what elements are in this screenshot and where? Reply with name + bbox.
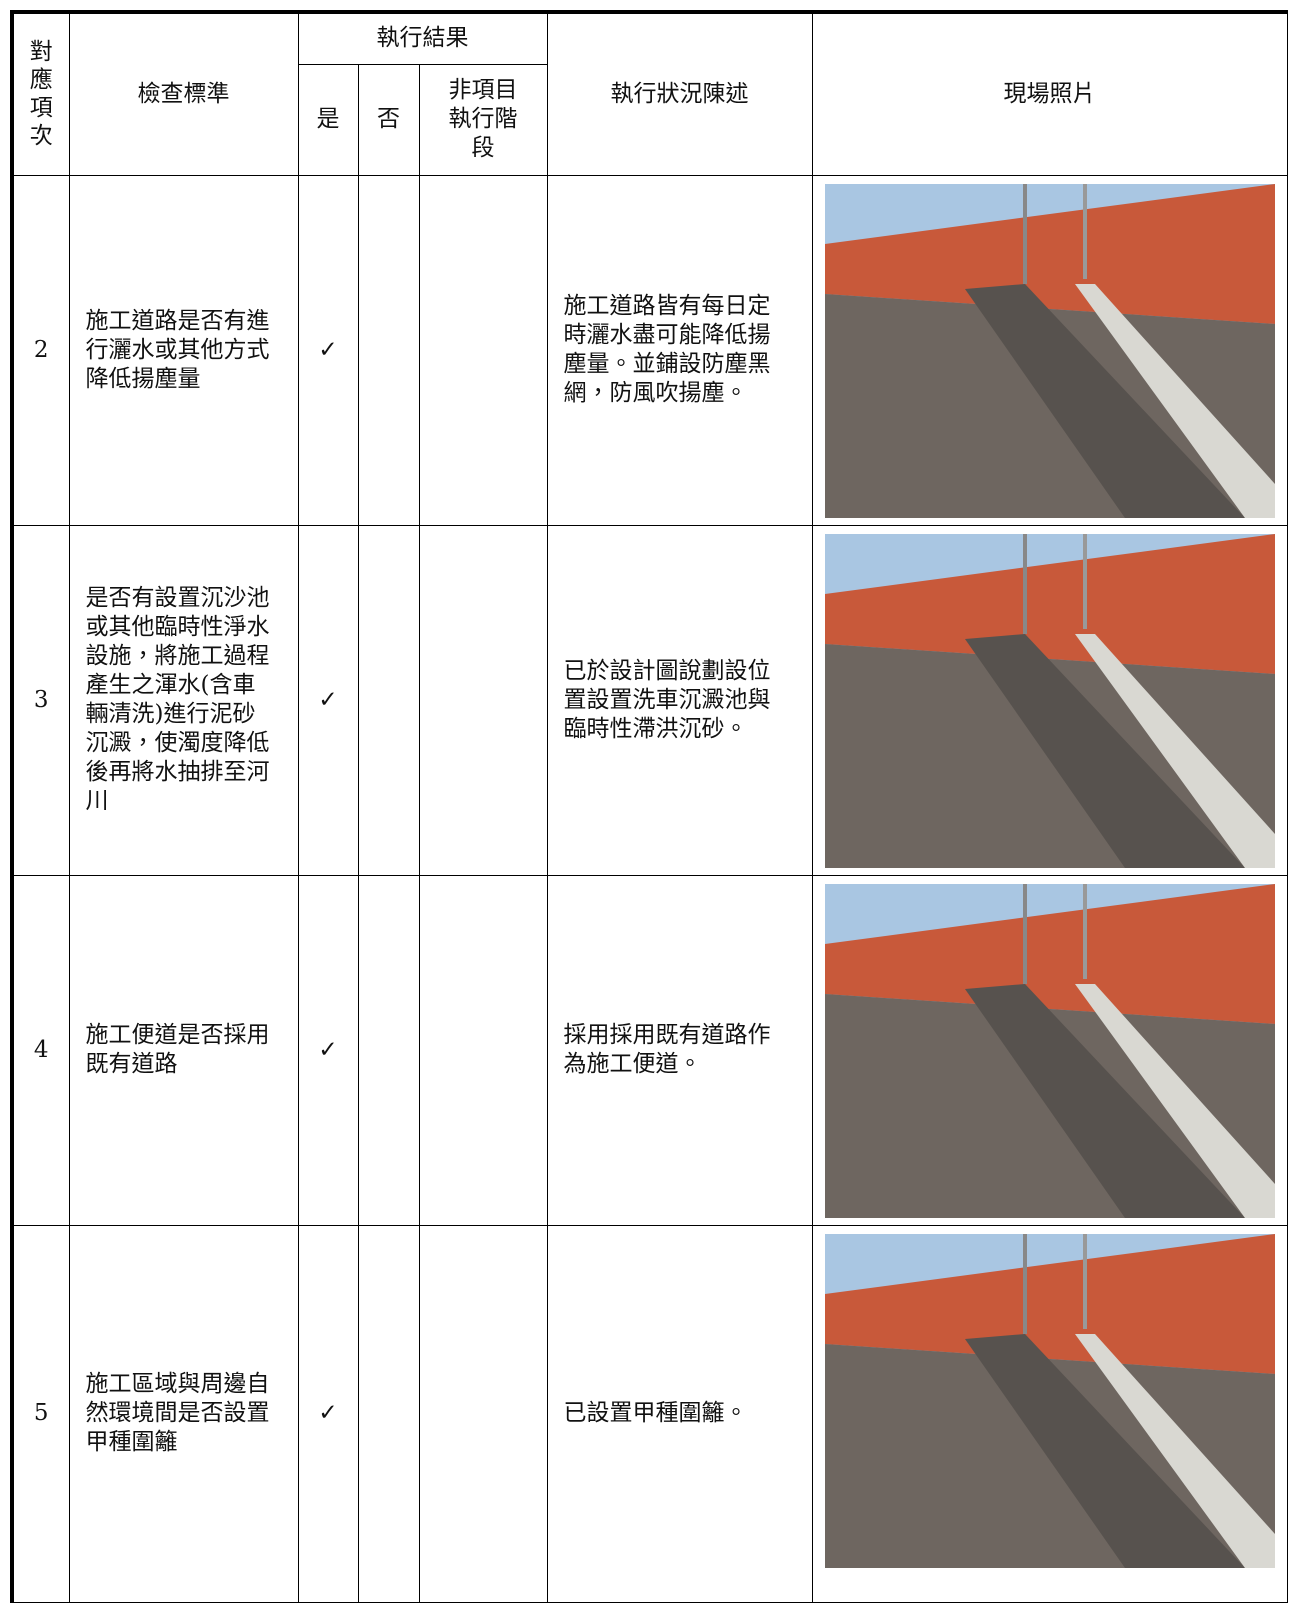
item-number: 5 xyxy=(10,1224,70,1603)
header-status: 執行狀況陳述 xyxy=(546,10,813,176)
criteria: 施工區域與周邊自然環境間是否設置甲種圍籬 xyxy=(85,1371,270,1455)
photo-cell xyxy=(811,174,1288,526)
yes-check: ✓ xyxy=(297,174,359,526)
na-cell xyxy=(418,524,548,876)
criteria: 施工道路是否有進行灑水或其他方式降低揚塵量 xyxy=(85,307,270,392)
no-cell xyxy=(357,1224,420,1603)
no-cell xyxy=(357,174,420,526)
table-body: 2 施工道路是否有進行灑水或其他方式降低揚塵量 ✓ 施工道路皆有每日定時灑水盡可能降低… xyxy=(10,174,1288,1603)
header-photo: 現場照片 xyxy=(811,10,1288,176)
header-criteria: 檢查標準 xyxy=(68,10,299,176)
table-row: 3 是否有設置沉沙池或其他臨時性淨水設施，將施工過程產生之渾水(含車輛清洗)進行泥… xyxy=(10,524,1288,876)
criteria-cell: 是否有設置沉沙池或其他臨時性淨水設施，將施工過程產生之渾水(含車輛清洗)進行泥砂… xyxy=(68,524,299,876)
photo-cell xyxy=(811,524,1288,876)
site-photo xyxy=(824,883,1275,1218)
status-cell: 採用採用既有道路作為施工便道。 xyxy=(546,874,813,1226)
header-na: 非項目執行階段 xyxy=(448,77,518,161)
photo-cell xyxy=(811,874,1288,1226)
photo-cell xyxy=(811,1224,1288,1603)
header-yes: 是 xyxy=(297,63,359,176)
status-cell: 施工道路皆有每日定時灑水盡可能降低揚塵量。並鋪設防塵黑網，防風吹揚塵。 xyxy=(546,174,813,526)
criteria-cell: 施工便道是否採用既有道路 xyxy=(68,874,299,1226)
na-cell xyxy=(418,874,548,1226)
item-number: 4 xyxy=(10,874,70,1226)
criteria-cell: 施工道路是否有進行灑水或其他方式降低揚塵量 xyxy=(68,174,299,526)
criteria: 施工便道是否採用既有道路 xyxy=(85,1022,270,1077)
status-cell: 已於設計圖說劃設位置設置洗車沉澱池與臨時性滯洪沉砂。 xyxy=(546,524,813,876)
na-cell xyxy=(418,1224,548,1603)
criteria: 是否有設置沉沙池或其他臨時性淨水設施，將施工過程產生之渾水(含車輛清洗)進行泥砂… xyxy=(85,585,270,814)
site-photo xyxy=(824,1233,1275,1568)
yes-check: ✓ xyxy=(297,1224,359,1603)
status: 已於設計圖說劃設位置設置洗車沉澱池與臨時性滯洪沉砂。 xyxy=(563,657,771,742)
table-row: 4 施工便道是否採用既有道路 ✓ 採用採用既有道路作為施工便道。 xyxy=(10,874,1288,1226)
header-item: 對應項次 xyxy=(29,39,53,150)
table-row: 5 施工區域與周邊自然環境間是否設置甲種圍籬 ✓ 已設置甲種圍籬。 xyxy=(10,1224,1288,1603)
header-no: 否 xyxy=(357,63,420,176)
na-cell xyxy=(418,174,548,526)
status: 採用採用既有道路作為施工便道。 xyxy=(563,1022,771,1077)
item-number: 3 xyxy=(10,524,70,876)
header-result: 執行結果 xyxy=(297,10,548,65)
status: 已設置甲種圍籬。 xyxy=(563,1400,748,1426)
status-cell: 已設置甲種圍籬。 xyxy=(546,1224,813,1603)
item-number: 2 xyxy=(10,174,70,526)
no-cell xyxy=(357,874,420,1226)
inspection-table: 對應項次 檢查標準 執行結果 執行狀況陳述 現場照片 是 否 非項目執行階段 2… xyxy=(10,10,1288,1603)
criteria-cell: 施工區域與周邊自然環境間是否設置甲種圍籬 xyxy=(68,1224,299,1603)
yes-check: ✓ xyxy=(297,524,359,876)
site-photo xyxy=(824,533,1275,868)
status: 施工道路皆有每日定時灑水盡可能降低揚塵量。並鋪設防塵黑網，防風吹揚塵。 xyxy=(563,293,771,406)
site-photo xyxy=(824,183,1275,518)
yes-check: ✓ xyxy=(297,874,359,1226)
table-row: 2 施工道路是否有進行灑水或其他方式降低揚塵量 ✓ 施工道路皆有每日定時灑水盡可能降低… xyxy=(10,174,1288,526)
no-cell xyxy=(357,524,420,876)
